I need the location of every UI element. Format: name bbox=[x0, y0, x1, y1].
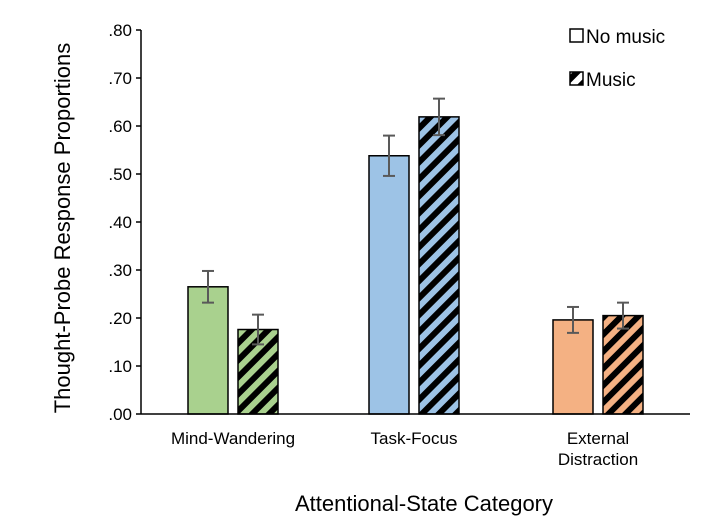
legend: No music Music bbox=[569, 27, 665, 91]
bar-hatch bbox=[419, 116, 459, 414]
legend-label: Music bbox=[586, 70, 636, 91]
category-label: Task-Focus bbox=[371, 429, 458, 448]
y-tick-label: .00 bbox=[108, 405, 132, 424]
x-axis: Mind-Wandering Task-Focus External Distract… bbox=[141, 413, 690, 469]
y-tick-label: .60 bbox=[108, 117, 132, 136]
y-tick-label: .40 bbox=[108, 213, 132, 232]
y-tick-label: .50 bbox=[108, 165, 132, 184]
legend-swatch bbox=[569, 28, 584, 43]
category-label-line: External bbox=[567, 429, 629, 448]
category-label-line: Task-Focus bbox=[371, 429, 458, 448]
y-tick-label: .70 bbox=[108, 69, 132, 88]
category-label: Mind-Wandering bbox=[171, 429, 295, 448]
y-axis: .00 .10 .20 .30 .40 .50 .60 .70 .80 bbox=[108, 21, 142, 424]
legend-swatch-hatch bbox=[570, 72, 583, 85]
y-axis-label: Thought-Probe Response Proportions bbox=[50, 43, 75, 414]
y-tick-label: .20 bbox=[108, 309, 132, 328]
bars bbox=[187, 116, 644, 415]
x-axis-label: Attentional-State Category bbox=[295, 491, 553, 516]
bar-fill bbox=[553, 319, 593, 414]
y-tick-label: .10 bbox=[108, 357, 132, 376]
legend-label: No music bbox=[586, 27, 665, 48]
legend-swatch-bg bbox=[570, 29, 583, 42]
category-label-line: Distraction bbox=[558, 450, 638, 469]
category-label: External Distraction bbox=[558, 429, 638, 469]
bar-fill bbox=[188, 286, 228, 414]
error-bars bbox=[202, 97, 629, 346]
y-tick-label: .80 bbox=[108, 21, 132, 40]
bar-fill bbox=[369, 155, 409, 414]
category-label-line: Mind-Wandering bbox=[171, 429, 295, 448]
legend-swatch bbox=[569, 71, 584, 86]
y-tick-label: .30 bbox=[108, 261, 132, 280]
bar-hatch bbox=[603, 315, 643, 414]
